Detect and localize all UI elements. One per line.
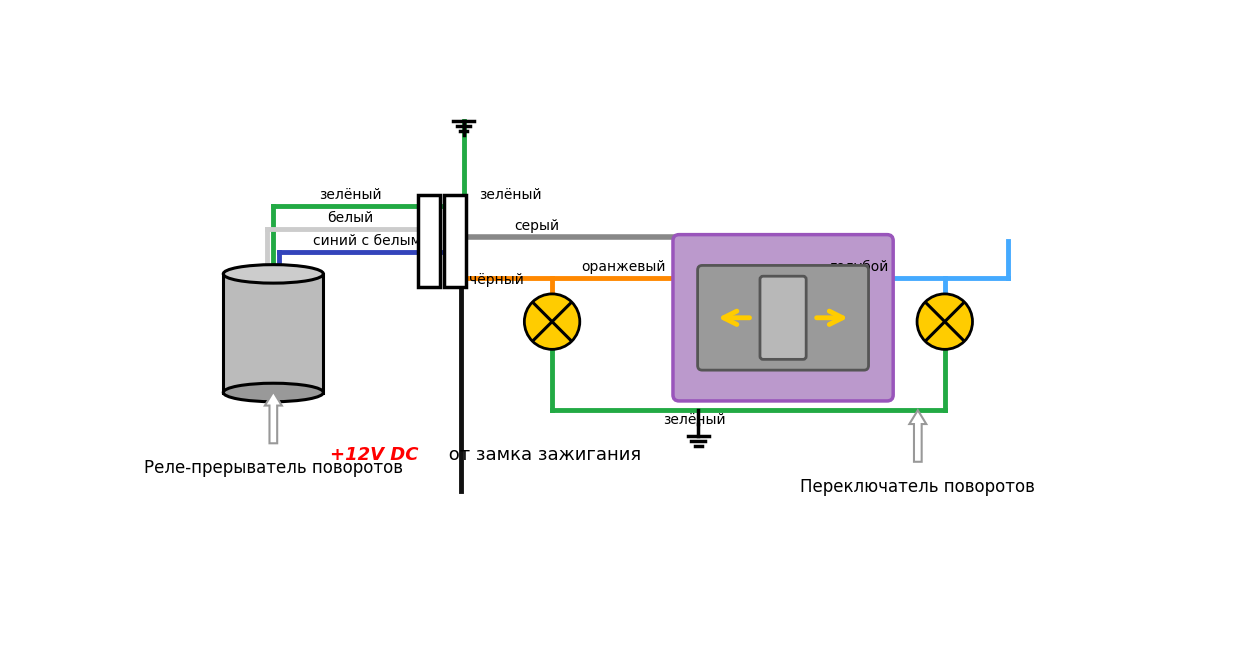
Circle shape [918,294,972,349]
Text: голубой: голубой [829,260,889,274]
Bar [444,194,466,287]
Ellipse shape [224,384,324,402]
Text: серый: серый [514,219,559,233]
Text: Реле-прерыватель поворотов: Реле-прерыватель поворотов [144,459,402,478]
Text: зелёный: зелёный [319,188,381,202]
FancyBboxPatch shape [672,235,894,401]
FancyBboxPatch shape [224,274,324,393]
Text: +12V DC: +12V DC [330,446,419,464]
Text: от замка зажигания: от замка зажигания [442,446,641,464]
Text: синий с белым: синий с белым [314,235,421,248]
FancyBboxPatch shape [760,276,806,359]
Ellipse shape [224,265,324,283]
FancyArrow shape [909,410,926,462]
Text: зелёный: зелёный [479,188,541,202]
Circle shape [524,294,580,349]
FancyArrow shape [265,391,281,444]
Text: белый: белый [328,212,374,225]
Bar [418,194,440,287]
FancyBboxPatch shape [698,266,869,370]
Text: оранжевый: оранжевый [581,260,666,274]
Text: чёрный: чёрный [469,273,524,287]
Text: зелёный: зелёный [664,413,726,427]
Text: Переключатель поворотов: Переключатель поворотов [800,478,1035,496]
